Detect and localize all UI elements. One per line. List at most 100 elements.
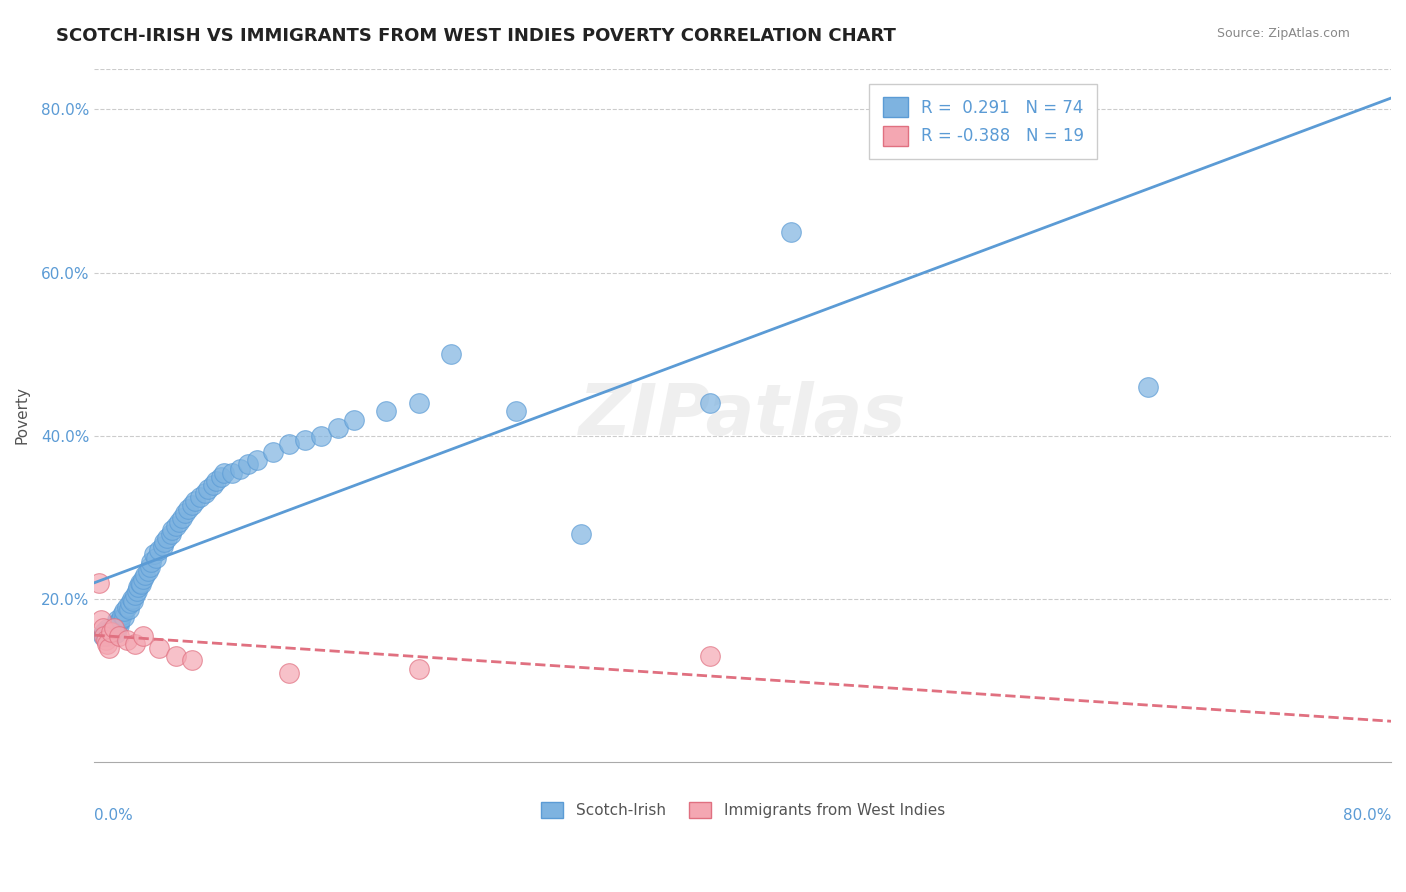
Point xyxy=(128,575,150,590)
Point xyxy=(212,466,235,480)
Point xyxy=(100,626,122,640)
Point xyxy=(127,580,149,594)
Legend: Scotch-Irish, Immigrants from West Indies: Scotch-Irish, Immigrants from West Indie… xyxy=(534,796,950,824)
Point xyxy=(96,629,118,643)
Point xyxy=(93,624,115,639)
Point xyxy=(115,600,138,615)
Point xyxy=(112,604,135,618)
Point xyxy=(569,526,592,541)
Point xyxy=(120,596,142,610)
Point xyxy=(408,661,430,675)
Point xyxy=(117,602,139,616)
Point xyxy=(136,564,159,578)
Point xyxy=(209,469,232,483)
Point xyxy=(145,551,167,566)
Point xyxy=(505,404,527,418)
Point xyxy=(111,608,134,623)
Text: 0.0%: 0.0% xyxy=(94,807,134,822)
Point xyxy=(93,629,115,643)
Point xyxy=(138,559,160,574)
Point xyxy=(159,526,181,541)
Point xyxy=(221,466,243,480)
Point xyxy=(104,626,127,640)
Point xyxy=(188,490,211,504)
Point xyxy=(170,510,193,524)
Point xyxy=(311,429,333,443)
Point xyxy=(94,632,117,647)
Point xyxy=(194,486,217,500)
Point xyxy=(229,461,252,475)
Point xyxy=(143,547,166,561)
Point xyxy=(107,615,129,629)
Point xyxy=(105,613,128,627)
Y-axis label: Poverty: Poverty xyxy=(15,386,30,444)
Point xyxy=(132,629,155,643)
Point xyxy=(112,610,135,624)
Point xyxy=(699,649,721,664)
Point xyxy=(152,539,174,553)
Point xyxy=(375,404,398,418)
Text: Source: ZipAtlas.com: Source: ZipAtlas.com xyxy=(1216,27,1350,40)
Point xyxy=(408,396,430,410)
Point xyxy=(141,556,163,570)
Point xyxy=(134,567,156,582)
Point xyxy=(124,588,146,602)
Point xyxy=(278,437,301,451)
Point xyxy=(94,626,117,640)
Point xyxy=(197,482,219,496)
Point xyxy=(122,594,145,608)
Text: ZIPatlas: ZIPatlas xyxy=(579,381,907,450)
Point xyxy=(165,649,187,664)
Point xyxy=(101,624,124,639)
Point xyxy=(167,515,190,529)
Point xyxy=(96,637,118,651)
Point xyxy=(156,531,179,545)
Point xyxy=(262,445,284,459)
Point xyxy=(201,478,224,492)
Text: 80.0%: 80.0% xyxy=(1343,807,1391,822)
Point xyxy=(89,575,111,590)
Point xyxy=(326,421,349,435)
Point xyxy=(153,535,176,549)
Point xyxy=(162,523,184,537)
Point xyxy=(91,629,114,643)
Point xyxy=(131,577,153,591)
Point xyxy=(91,621,114,635)
Point xyxy=(107,618,129,632)
Point xyxy=(115,632,138,647)
Point xyxy=(294,433,316,447)
Point xyxy=(699,396,721,410)
Point xyxy=(107,629,129,643)
Point xyxy=(165,518,187,533)
Point xyxy=(121,592,143,607)
Point xyxy=(110,613,132,627)
Point xyxy=(184,494,207,508)
Point xyxy=(174,507,197,521)
Point xyxy=(148,641,170,656)
Point xyxy=(125,584,148,599)
Point xyxy=(440,347,463,361)
Point xyxy=(98,624,121,639)
Point xyxy=(103,621,125,635)
Point xyxy=(132,572,155,586)
Point xyxy=(238,458,260,472)
Point xyxy=(100,624,122,639)
Point xyxy=(148,543,170,558)
Point xyxy=(124,637,146,651)
Point xyxy=(104,616,127,631)
Point xyxy=(180,653,202,667)
Point xyxy=(1136,380,1159,394)
Point xyxy=(343,412,366,426)
Text: SCOTCH-IRISH VS IMMIGRANTS FROM WEST INDIES POVERTY CORRELATION CHART: SCOTCH-IRISH VS IMMIGRANTS FROM WEST IND… xyxy=(56,27,896,45)
Point xyxy=(90,613,112,627)
Point xyxy=(103,621,125,635)
Point xyxy=(96,623,118,637)
Point xyxy=(100,623,122,637)
Point xyxy=(205,474,228,488)
Point xyxy=(245,453,267,467)
Point xyxy=(780,225,803,239)
Point xyxy=(98,641,121,656)
Point xyxy=(177,502,200,516)
Point xyxy=(278,665,301,680)
Point xyxy=(180,498,202,512)
